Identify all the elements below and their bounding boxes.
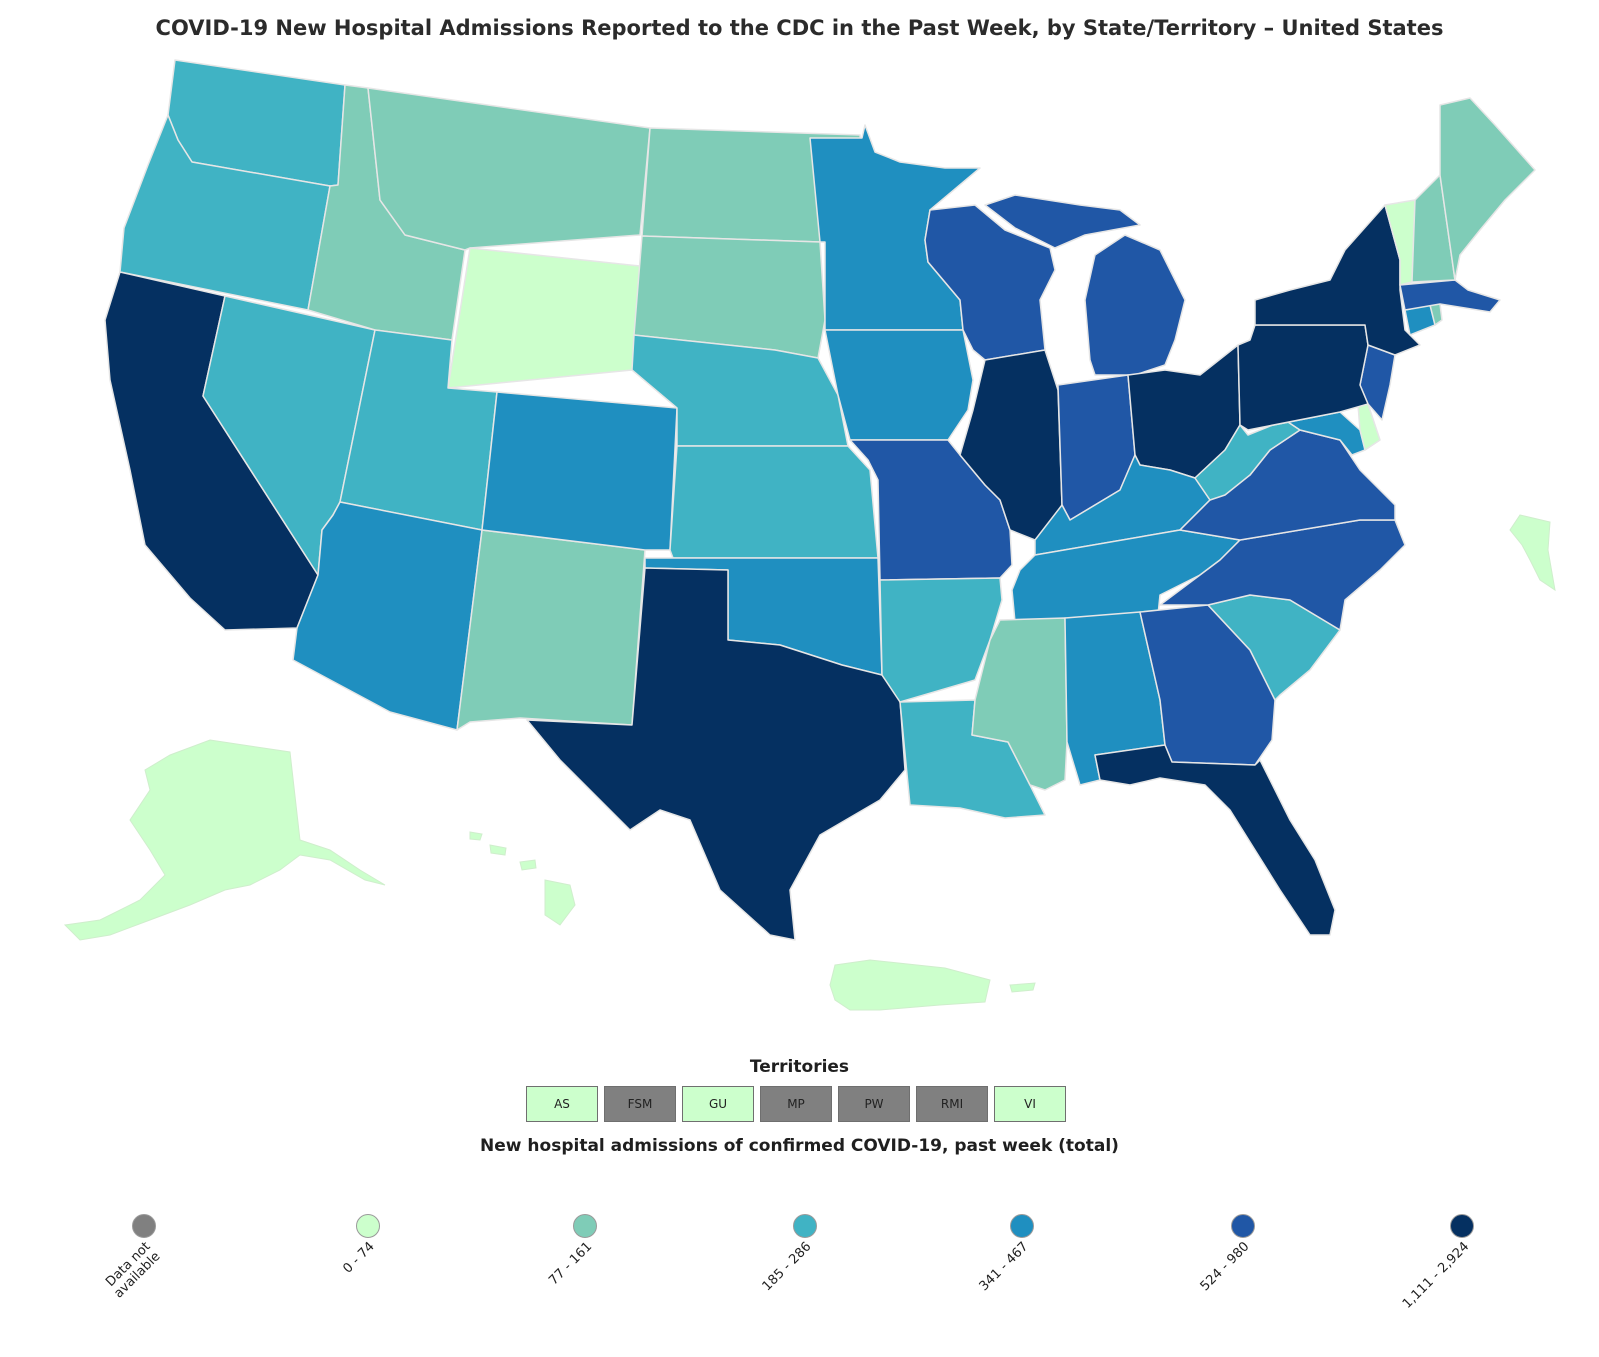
- legend-label: 524 - 980: [1198, 1239, 1253, 1295]
- legend-label: 77 - 161: [545, 1239, 595, 1289]
- state-ia[interactable]: [824, 329, 974, 441]
- map-title: COVID-19 New Hospital Admissions Reporte…: [155, 16, 1444, 40]
- state-tx[interactable]: [526, 567, 906, 941]
- territory-mp[interactable]: MP: [760, 1086, 832, 1122]
- legend-swatch: [573, 1214, 597, 1238]
- state-ky[interactable]: [1034, 454, 1211, 556]
- legend-title: New hospital admissions of confirmed COV…: [480, 1136, 1119, 1156]
- state-ak[interactable]: [63, 739, 386, 941]
- territory-as[interactable]: AS: [526, 1086, 598, 1122]
- state-nm[interactable]: [456, 529, 646, 731]
- state-il[interactable]: [959, 349, 1063, 546]
- state-az[interactable]: [292, 501, 483, 731]
- legend-label: Data not available: [103, 1239, 164, 1302]
- state-vt[interactable]: [1384, 199, 1416, 286]
- territory-pw[interactable]: PW: [838, 1086, 910, 1122]
- legend-swatch: [793, 1214, 817, 1238]
- territory-vi[interactable]: VI: [994, 1086, 1066, 1122]
- state-mo[interactable]: [849, 439, 1013, 581]
- territory-rmi[interactable]: RMI: [916, 1086, 988, 1122]
- legend-label: 0 - 74: [340, 1239, 378, 1277]
- state-wy[interactable]: [447, 247, 641, 389]
- legend-swatch: [356, 1214, 380, 1238]
- state-me[interactable]: [1439, 97, 1536, 281]
- state-mi[interactable]: [984, 194, 1186, 376]
- legend-label: 185 - 286: [760, 1239, 815, 1295]
- legend-label: 341 - 467: [977, 1239, 1032, 1295]
- state-pr[interactable]: [829, 959, 1036, 1011]
- state-co[interactable]: [481, 391, 678, 551]
- state-mt[interactable]: [367, 87, 651, 251]
- state-ar[interactable]: [879, 577, 1003, 703]
- legend-swatch: [132, 1214, 156, 1238]
- state-fl[interactable]: [1094, 744, 1336, 936]
- state-pa[interactable]: [1237, 324, 1369, 431]
- territory-gu[interactable]: GU: [682, 1086, 754, 1122]
- territory-fsm[interactable]: FSM: [604, 1086, 676, 1122]
- state-hi[interactable]: [469, 831, 576, 926]
- legend-label: 1,111 - 2,924: [1399, 1239, 1472, 1312]
- state-vi[interactable]: [1509, 514, 1556, 592]
- legend-swatch: [1450, 1214, 1474, 1238]
- state-ma[interactable]: [1399, 279, 1501, 313]
- legend-swatch: [1010, 1214, 1034, 1238]
- territories-row: AS FSM GU MP PW RMI VI: [526, 1086, 1066, 1122]
- territories-title: Territories: [749, 1057, 850, 1077]
- legend-swatch: [1231, 1214, 1255, 1238]
- us-map: [63, 59, 1556, 1011]
- state-ks[interactable]: [669, 445, 879, 559]
